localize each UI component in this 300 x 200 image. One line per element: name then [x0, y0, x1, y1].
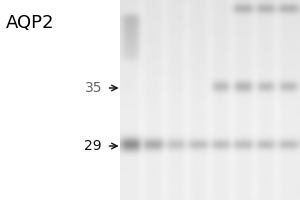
Text: 29: 29	[84, 139, 102, 153]
Text: AQP2: AQP2	[6, 14, 55, 32]
Text: 35: 35	[85, 81, 102, 95]
